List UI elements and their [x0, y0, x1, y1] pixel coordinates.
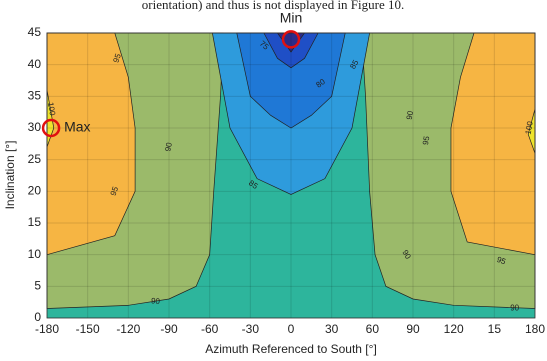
y-tick-label: 10: [28, 247, 42, 261]
contour-label: 90: [163, 141, 174, 152]
contour-label: 95: [421, 135, 432, 146]
contour-label: 90: [510, 304, 519, 313]
x-axis-label: Azimuth Referenced to South [°]: [205, 342, 377, 356]
x-tick-label: -150: [76, 322, 100, 336]
contour-region: [236, 32, 346, 129]
y-tick-label: 40: [28, 57, 42, 71]
y-tick-label: 45: [28, 25, 42, 39]
y-tick-label: 20: [28, 184, 42, 198]
x-tick-label: -60: [201, 322, 219, 336]
x-tick-label: -30: [242, 322, 260, 336]
x-tick-label: -90: [160, 322, 178, 336]
x-tick-label: 0: [288, 322, 295, 336]
max-marker: [41, 118, 61, 138]
x-tick-label: 15: [488, 322, 502, 336]
x-tick-label: 180: [525, 322, 545, 336]
contour-label: 100: [46, 102, 57, 117]
x-tick-label: 60: [366, 322, 380, 336]
x-tick-label: -120: [116, 322, 140, 336]
annotation: Max: [64, 119, 90, 135]
contour-label: 90: [151, 296, 161, 306]
y-tick-label: 30: [28, 120, 42, 134]
x-tick-label: -180: [35, 322, 59, 336]
x-tick-label: 90: [406, 322, 420, 336]
annotation: Min: [280, 10, 303, 26]
caption-fragment: orientation) and thus is not displayed i…: [142, 0, 405, 12]
y-tick-label: 15: [28, 215, 42, 229]
contour-label: 95: [496, 255, 508, 267]
min-marker: [281, 30, 301, 49]
contour-label: 90: [405, 110, 416, 121]
x-tick-label: 30: [325, 322, 339, 336]
contour-label: 95: [111, 52, 123, 64]
y-axis-label: Inclination [°]: [3, 141, 17, 210]
contour-region: [450, 32, 536, 256]
contour-label: 100: [524, 120, 535, 135]
y-tick-label: 25: [28, 152, 42, 166]
y-tick-label: 0: [34, 310, 41, 324]
plot-frame: [46, 32, 536, 319]
x-tick-label: 120: [444, 322, 464, 336]
y-tick-label: 5: [34, 279, 41, 293]
contour-label: 95: [109, 185, 121, 197]
y-tick-label: 35: [28, 89, 42, 103]
